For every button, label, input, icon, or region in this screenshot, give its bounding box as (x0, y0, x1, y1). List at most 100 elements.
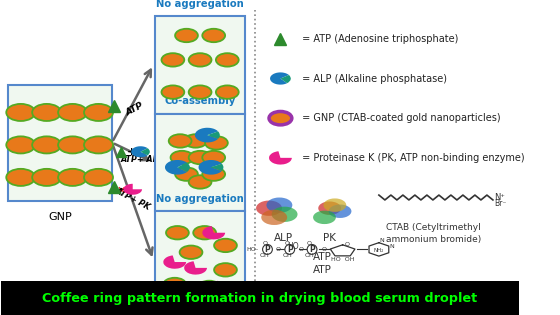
Wedge shape (270, 72, 289, 85)
Circle shape (269, 112, 292, 125)
Text: OH: OH (305, 253, 314, 258)
Text: N⁺: N⁺ (494, 193, 505, 202)
Text: GNP: GNP (48, 212, 72, 222)
FancyBboxPatch shape (155, 16, 245, 114)
Circle shape (58, 169, 87, 186)
Text: P: P (264, 245, 270, 254)
Text: ATP: ATP (312, 265, 332, 275)
Circle shape (32, 169, 61, 186)
Circle shape (32, 136, 61, 153)
Text: P: P (287, 245, 293, 254)
Text: N: N (379, 238, 384, 243)
Wedge shape (324, 198, 346, 212)
Circle shape (214, 239, 237, 252)
Wedge shape (202, 226, 225, 239)
Text: +: + (127, 147, 136, 158)
Text: ATP+ PK: ATP+ PK (114, 186, 152, 211)
FancyBboxPatch shape (1, 281, 519, 315)
Text: O: O (284, 241, 290, 246)
Text: = GNP (CTAB-coated gold nanoparticles): = GNP (CTAB-coated gold nanoparticles) (298, 113, 500, 123)
Text: Br⁻: Br⁻ (494, 199, 507, 208)
FancyBboxPatch shape (155, 211, 245, 309)
Wedge shape (281, 75, 291, 83)
Wedge shape (329, 204, 352, 218)
Text: No aggregation: No aggregation (156, 194, 244, 204)
Text: PK: PK (323, 232, 336, 243)
Text: ATP: ATP (312, 252, 332, 262)
Circle shape (202, 29, 225, 42)
Wedge shape (272, 207, 297, 222)
Text: = ATP (Adenosine triphosphate): = ATP (Adenosine triphosphate) (298, 34, 458, 44)
Circle shape (202, 151, 225, 164)
Wedge shape (211, 164, 223, 171)
Wedge shape (141, 148, 150, 155)
Circle shape (189, 151, 212, 164)
Text: ATP+ ALP: ATP+ ALP (121, 156, 165, 164)
Text: OH: OH (260, 253, 270, 258)
Circle shape (202, 168, 225, 181)
Text: NH₂: NH₂ (373, 249, 384, 254)
Circle shape (164, 278, 186, 291)
Text: = ALP (Alkaline phosphatase): = ALP (Alkaline phosphatase) (298, 73, 446, 83)
Circle shape (166, 226, 189, 239)
Text: CTAB (Cetyltrimethyl
ammonium bromide): CTAB (Cetyltrimethyl ammonium bromide) (386, 223, 481, 244)
Circle shape (175, 29, 198, 42)
Text: O: O (298, 247, 303, 252)
Circle shape (161, 53, 184, 66)
Text: OH: OH (282, 253, 292, 258)
Text: O: O (307, 241, 312, 246)
Circle shape (84, 136, 113, 153)
Text: Co-assembly: Co-assembly (165, 96, 236, 106)
Wedge shape (165, 160, 187, 175)
Text: HO-: HO- (246, 247, 258, 252)
Circle shape (193, 226, 216, 239)
FancyBboxPatch shape (8, 85, 112, 201)
Wedge shape (123, 184, 142, 195)
Circle shape (216, 85, 239, 99)
Text: HO  OH: HO OH (331, 257, 354, 262)
Text: O: O (344, 242, 349, 247)
Wedge shape (164, 255, 186, 269)
Circle shape (171, 151, 193, 164)
Circle shape (216, 53, 239, 66)
Wedge shape (178, 163, 190, 172)
Text: O: O (321, 247, 326, 252)
Text: HO: HO (288, 242, 299, 251)
Wedge shape (267, 198, 292, 213)
Text: No aggregation: No aggregation (156, 0, 244, 9)
Text: O: O (263, 241, 267, 246)
Wedge shape (262, 210, 287, 225)
Text: ATP: ATP (124, 101, 145, 118)
Text: = Proteinase K (PK, ATP non-binding enzyme): = Proteinase K (PK, ATP non-binding enzy… (298, 153, 524, 163)
Circle shape (6, 169, 35, 186)
Circle shape (214, 263, 237, 277)
Wedge shape (256, 201, 282, 216)
Text: O: O (276, 247, 281, 252)
Wedge shape (184, 261, 207, 275)
Circle shape (189, 175, 212, 189)
Text: ✕: ✕ (116, 186, 125, 196)
Circle shape (6, 136, 35, 153)
Wedge shape (269, 151, 292, 164)
Wedge shape (199, 160, 222, 175)
Circle shape (58, 104, 87, 121)
FancyBboxPatch shape (155, 114, 245, 211)
Circle shape (58, 136, 87, 153)
Circle shape (6, 104, 35, 121)
Circle shape (175, 168, 198, 181)
Circle shape (32, 104, 61, 121)
Circle shape (184, 134, 207, 148)
Circle shape (198, 281, 221, 294)
Circle shape (189, 53, 212, 66)
Text: P: P (309, 245, 315, 254)
Circle shape (180, 246, 202, 259)
Text: ALP: ALP (273, 232, 292, 243)
Wedge shape (209, 281, 231, 294)
Wedge shape (313, 211, 336, 224)
Circle shape (205, 136, 228, 150)
Text: N: N (389, 244, 394, 249)
Circle shape (84, 104, 113, 121)
Wedge shape (131, 146, 148, 157)
Circle shape (84, 169, 113, 186)
Wedge shape (195, 128, 218, 142)
